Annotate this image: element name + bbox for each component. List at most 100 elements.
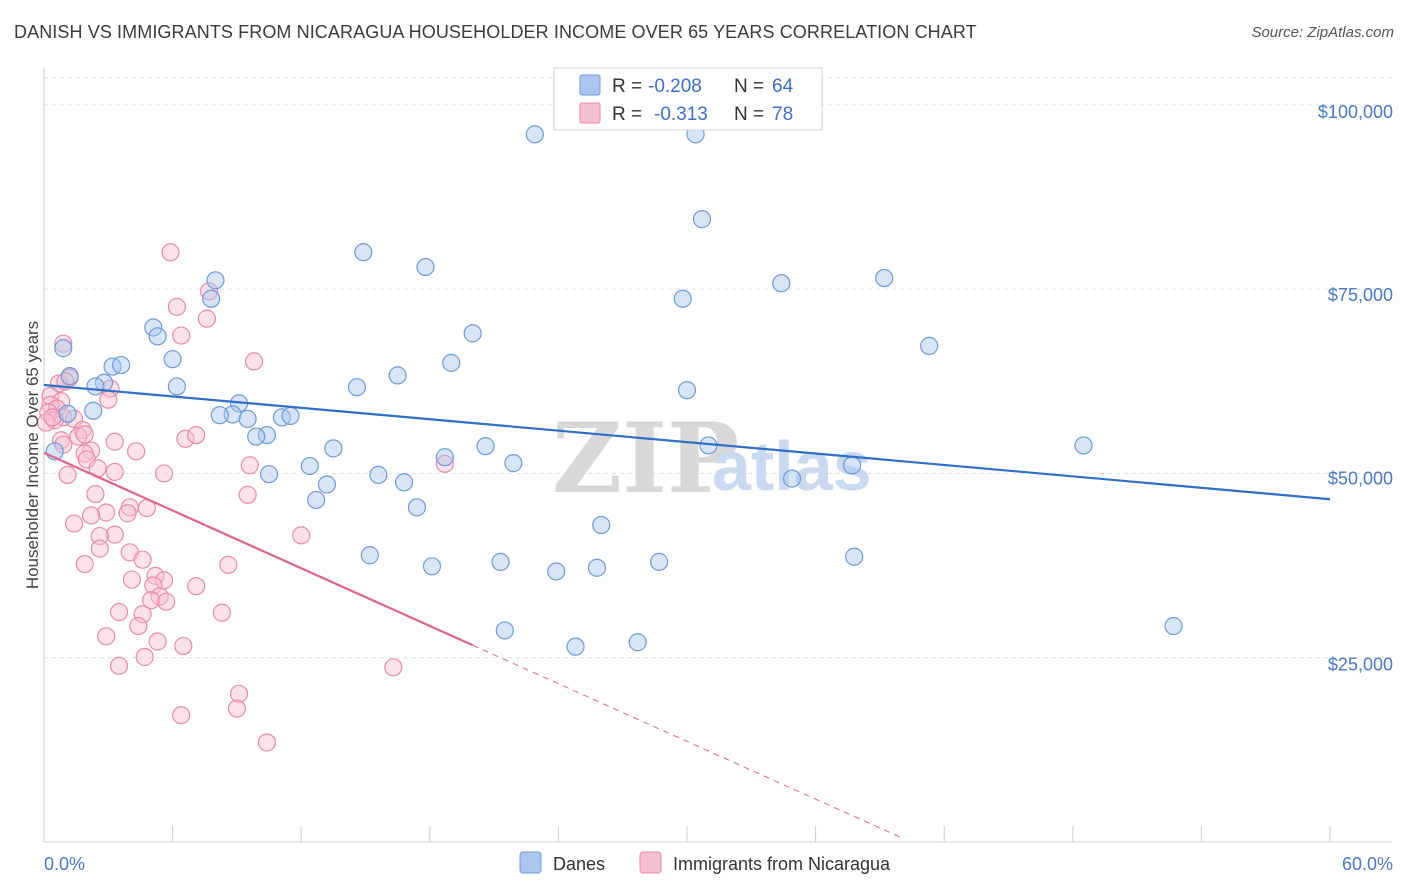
bottom-legend-swatch-danes	[519, 851, 542, 874]
danes-point-4	[416, 257, 435, 277]
y-axis-label: Householder Income Over 65 years	[23, 321, 42, 589]
legend-n-value-1: 64	[772, 76, 794, 97]
danes-point-36	[476, 437, 495, 456]
nicaragua-point-5	[54, 334, 73, 353]
y-tick-label-2: $75,000	[1328, 285, 1393, 305]
danes-point-6	[875, 268, 894, 288]
danes-point-15	[163, 350, 182, 369]
nicaragua-point-53	[219, 555, 238, 574]
bottom-legend-danes: Danes	[553, 854, 605, 874]
danes-point-46	[394, 473, 414, 492]
nicaragua-point-64	[133, 605, 152, 624]
danes-point-45	[782, 469, 802, 488]
x-tick-labels: 0.0% 60.0%	[44, 854, 1393, 874]
danes-point-0	[525, 125, 544, 144]
nicaragua-point-68	[174, 636, 193, 656]
legend-swatch-danes	[579, 74, 601, 96]
danes-point-3	[354, 243, 373, 262]
source-credit: Source: ZipAtlas.com	[1251, 24, 1394, 41]
nicaragua-point-66	[97, 627, 116, 646]
y-tick-label-1: $50,000	[1328, 468, 1393, 488]
nicaragua-point-32	[435, 454, 454, 473]
axes	[43, 68, 1392, 843]
danes-point-56	[650, 552, 669, 571]
nicaragua-point-3	[197, 309, 216, 328]
nicaragua-point-6	[244, 352, 264, 371]
danes-point-9	[202, 289, 221, 308]
danes-point-33	[247, 427, 266, 446]
nicaragua-point-0	[161, 243, 180, 262]
danes-point-38	[1074, 436, 1093, 455]
nicaragua-point-50	[90, 539, 109, 558]
nicaragua-point-77	[43, 408, 62, 427]
danes-point-18	[112, 355, 131, 375]
danes-point-16	[442, 353, 461, 372]
danes-point-31	[281, 406, 300, 426]
danes-point-39	[435, 448, 454, 467]
nicaragua-point-55	[122, 570, 141, 589]
bottom-legend-swatch-nicaragua	[639, 851, 662, 874]
danes-point-51	[360, 546, 379, 565]
nicaragua-point-23	[176, 429, 195, 448]
nicaragua-point-29	[127, 442, 146, 461]
danes-point-5	[206, 271, 225, 290]
nicaragua-point-43	[97, 503, 116, 522]
legend-r-value-1: -0.208	[648, 76, 702, 97]
legend-r-label-1: R =	[612, 76, 642, 97]
nicaragua-point-26	[105, 432, 124, 451]
nicaragua-point-76	[75, 425, 94, 444]
nicaragua-point-63	[109, 602, 129, 622]
nicaragua-point-51	[75, 554, 94, 574]
nicaragua-point-69	[135, 647, 154, 667]
danes-point-49	[407, 498, 427, 517]
y-tick-label-0: $25,000	[1328, 655, 1393, 675]
nicaragua-point-57	[187, 577, 206, 596]
danes-point-52	[422, 557, 442, 576]
danes-point-59	[1164, 616, 1183, 636]
danes-point-62	[210, 406, 229, 425]
nicaragua-points	[37, 243, 454, 752]
legend-swatch-nicaragua	[579, 102, 601, 124]
danes-point-54	[547, 562, 566, 581]
grid-lines	[44, 77, 1392, 659]
nicaragua-point-48	[90, 526, 109, 546]
danes-point-57	[845, 547, 864, 566]
nicaragua-point-39	[86, 484, 105, 504]
nicaragua-point-67	[148, 632, 167, 651]
danes-point-11	[148, 327, 167, 346]
legend-r-label-2: R =	[612, 104, 642, 125]
danes-point-60	[566, 637, 585, 656]
danes-point-44	[369, 465, 388, 485]
nicaragua-point-42	[118, 504, 137, 523]
danes-point-10	[144, 318, 163, 337]
nicaragua-point-33	[240, 456, 259, 475]
nicaragua-point-58	[144, 576, 163, 595]
nicaragua-point-72	[229, 684, 249, 703]
nicaragua-point-60	[142, 591, 161, 610]
trend-lines	[43, 383, 1331, 839]
danes-point-42	[842, 456, 862, 475]
danes-point-58	[495, 621, 514, 640]
nicaragua-point-38	[238, 485, 257, 504]
nicaragua-point-52	[133, 550, 152, 569]
danes-point-63	[58, 404, 77, 423]
danes-point-41	[504, 454, 523, 473]
danes-point-50	[592, 515, 611, 535]
bottom-legend-nicaragua: Immigrants from Nicaragua	[673, 854, 891, 874]
danes-point-2	[692, 210, 712, 229]
legend-n-value-2: 78	[772, 104, 793, 125]
danes-point-47	[317, 475, 337, 494]
nicaragua-point-45	[64, 514, 84, 533]
nicaragua-point-35	[105, 462, 124, 482]
nicaragua-point-11	[99, 390, 118, 409]
x-tick-label-0: 0.0%	[44, 854, 85, 874]
nicaragua-point-37	[58, 465, 77, 485]
danes-point-48	[307, 490, 326, 510]
danes-point-27	[84, 401, 103, 420]
nicaragua-trend-extension	[472, 644, 902, 839]
danes-point-24	[347, 378, 367, 397]
series-legend: Danes Immigrants from Nicaragua	[519, 851, 891, 874]
danes-point-7	[772, 274, 791, 293]
danes-point-12	[463, 324, 482, 343]
nicaragua-point-44	[82, 506, 101, 525]
